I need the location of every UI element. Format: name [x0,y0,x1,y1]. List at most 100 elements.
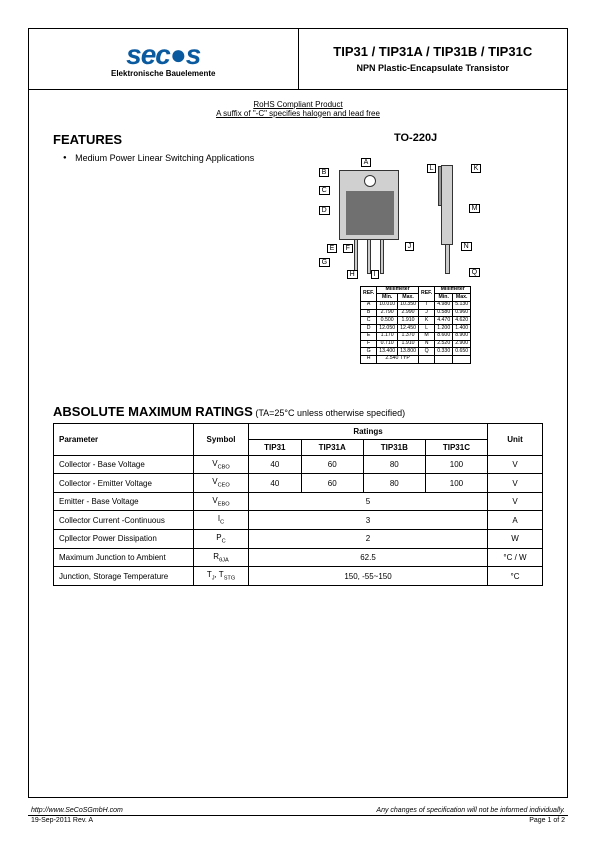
dim-cell: 10.010 [377,301,398,309]
dim-row: H2.540 TYP [360,355,470,363]
param-cell: Emitter - Base Voltage [54,492,194,511]
ratings-header: Ratings [249,423,488,439]
value-cell: 80 [363,455,425,474]
value-cell: 40 [249,455,302,474]
footer-disclaimer: Any changes of specification will not be… [376,807,565,814]
ratings-section: ABSOLUTE MAXIMUM RATINGS (TA=25°C unless… [53,404,543,586]
symbol-cell: RθJA [194,548,249,567]
features-heading: FEATURES [53,132,288,147]
dim-cell: M [418,332,434,340]
symbol-cell: IC [194,511,249,530]
footer-bottom-row: 19-Sep-2011 Rev. A Page 1 of 2 [28,816,568,824]
company-logo: seᴄ●s Elektronische Bauelemente [111,39,215,78]
ratings-row: Junction, Storage TemperatureTJ, TSTG150… [54,567,543,586]
dim-h: H [347,270,358,280]
dim-row: E1.1701.370M8.6008.900 [360,332,470,340]
dim-n: N [461,242,472,252]
dim-cell: A [360,301,376,309]
param-cell: Maximum Junction to Ambient [54,548,194,567]
logo-subtitle: Elektronische Bauelemente [111,69,215,78]
value-cell: 2 [249,530,488,549]
ratings-table: Parameter Symbol Ratings Unit TIP31 TIP3… [53,423,543,586]
lead-3 [380,239,384,274]
dim-cell: 0.330 [435,348,453,356]
title-cell: TIP31 / TIP31A / TIP31B / TIP31C NPN Pla… [298,29,567,89]
unit-header: Unit [488,423,543,455]
feature-item: Medium Power Linear Switching Applicatio… [63,153,288,163]
value-cell: 60 [301,455,363,474]
dim-ref-header: REF. [360,286,376,301]
package-drawing: A B C D E G F H I J K L M N Q [311,150,521,280]
value-cell: 150, -55~150 [249,567,488,586]
ratings-title: ABSOLUTE MAXIMUM RATINGS [53,404,253,419]
dim-row: B2.7902.990J0.5800.960 [360,309,470,317]
variant-3: TIP31B [363,439,425,455]
dim-min-2: Min. [435,294,453,302]
dim-cell: 12.450 [398,325,419,333]
footer-date-rev: 19-Sep-2011 Rev. A [31,817,93,824]
dim-cell: 4.620 [453,317,471,325]
dim-row: C0.5001.910K4.4704.620 [360,317,470,325]
dim-row: A10.01010.350I4.9805.130 [360,301,470,309]
dim-m: M [469,204,481,214]
dim-row: G13.40013.800Q0.3300.650 [360,348,470,356]
dim-row: D12.05012.450L1.2001.400 [360,325,470,333]
features-column: FEATURES Medium Power Linear Switching A… [53,132,288,364]
variant-1: TIP31 [249,439,302,455]
symbol-cell: VEBO [194,492,249,511]
mounting-hole-icon [364,175,376,187]
variant-4: TIP31C [425,439,487,455]
dim-cell: 1.170 [377,332,398,340]
side-lead [445,244,450,274]
page-frame: seᴄ●s Elektronische Bauelemente TIP31 / … [28,28,568,798]
dim-cell: 2.520 [435,340,453,348]
rohs-line1: RoHS Compliant Product [129,100,467,109]
unit-cell: W [488,530,543,549]
symbol-cell: PC [194,530,249,549]
value-cell: 5 [249,492,488,511]
dim-cell: G [360,348,376,356]
dim-q: Q [469,268,480,278]
dim-cell: 5.130 [453,301,471,309]
dim-cell: 0.960 [453,309,471,317]
dim-row: F0.7101.910N2.5202.900 [360,340,470,348]
package-front-view [339,170,399,240]
dim-cell: 8.600 [435,332,453,340]
value-cell: 62.5 [249,548,488,567]
value-cell: 80 [363,474,425,493]
dim-cell: I [418,301,434,309]
dim-c: C [319,186,330,196]
dim-ref-header-2: REF. [418,286,434,301]
dim-cell: 1.400 [453,325,471,333]
rohs-notice: RoHS Compliant Product A suffix of "-C" … [129,100,467,118]
dim-cell: 1.370 [398,332,419,340]
header-table: seᴄ●s Elektronische Bauelemente TIP31 / … [29,29,567,90]
ratings-row: Maximum Junction to AmbientRθJA62.5°C / … [54,548,543,567]
dim-cell: N [418,340,434,348]
footer-url: http://www.SeCoSGmbH.com [31,807,123,814]
dim-cell: L [418,325,434,333]
lead-1 [354,239,358,274]
dim-cell: D [360,325,376,333]
dim-max-1: Max. [398,294,419,302]
dim-j: J [405,242,415,252]
dim-l: L [427,164,437,174]
dim-b: B [319,168,330,178]
dim-f: F [343,244,353,254]
value-cell: 3 [249,511,488,530]
unit-cell: V [488,455,543,474]
dimension-table: REF. Millimeter REF. Millimeter Min. Max… [360,286,471,364]
unit-cell: °C / W [488,548,543,567]
dim-mm-header-1: Millimeter [377,286,419,294]
product-title: TIP31 / TIP31A / TIP31B / TIP31C [305,44,562,59]
value-cell: 40 [249,474,302,493]
symbol-cell: VCEO [194,474,249,493]
dim-cell: B [360,309,376,317]
ratings-condition: (TA=25°C unless otherwise specified) [255,408,405,418]
side-tab [438,166,442,206]
dim-i: I [371,270,379,280]
features-package-row: FEATURES Medium Power Linear Switching A… [53,132,543,364]
page-footer: http://www.SeCoSGmbH.com Any changes of … [28,807,568,824]
logo-cell: seᴄ●s Elektronische Bauelemente [29,29,298,89]
package-side-view [441,165,453,245]
